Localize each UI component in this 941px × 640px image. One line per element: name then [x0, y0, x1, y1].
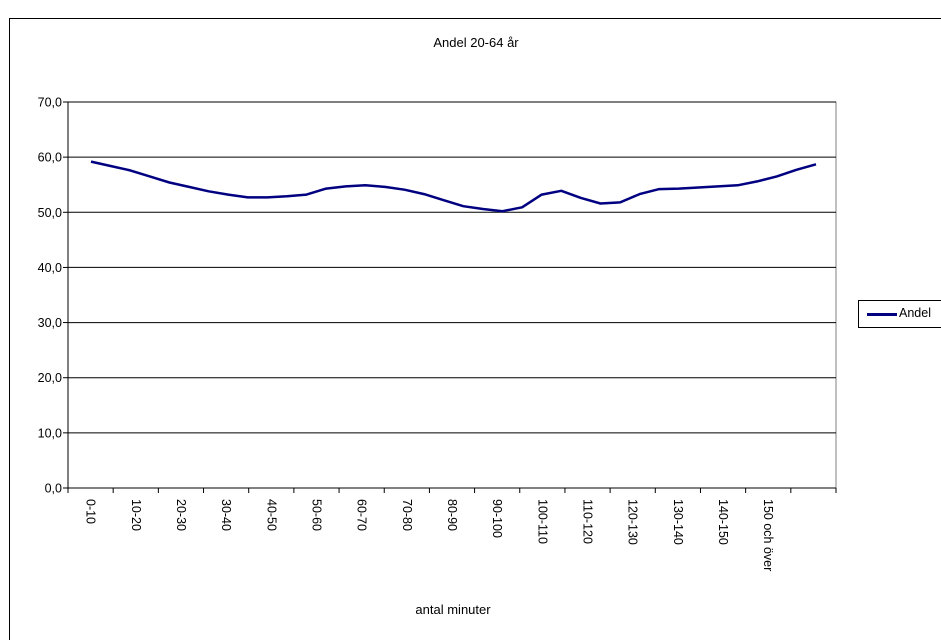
legend-label: Andel — [899, 306, 931, 320]
x-tick-label: 50-60 — [309, 499, 323, 531]
legend-line-marker — [867, 313, 897, 316]
x-tick-label: 10-20 — [129, 499, 143, 531]
y-tick-label: 50,0 — [38, 206, 62, 220]
x-tick-label: 70-80 — [400, 499, 414, 531]
x-tick-label: 120-130 — [626, 499, 640, 545]
gridlines — [68, 101, 836, 434]
y-tick-label: 0,0 — [45, 482, 62, 496]
y-tick-label: 70,0 — [38, 96, 62, 110]
x-tick-label: 40-50 — [264, 499, 278, 531]
x-tick-label: 80-90 — [445, 499, 459, 531]
y-tick-label: 60,0 — [38, 151, 62, 165]
x-axis-label: antal minuter — [415, 602, 491, 617]
plot-area — [67, 101, 837, 489]
x-tick-label: 30-40 — [219, 499, 233, 531]
chart-title: Andel 20-64 år — [433, 35, 519, 50]
y-tick-label: 40,0 — [38, 261, 62, 275]
x-tick-label: 60-70 — [355, 499, 369, 531]
y-tick-label: 10,0 — [38, 426, 62, 440]
x-tick-label: 90-100 — [490, 499, 504, 538]
legend: Andel — [858, 300, 941, 328]
x-tick-label: 110-120 — [581, 499, 595, 544]
x-tick-label: 0-10 — [84, 499, 98, 524]
series-line-andel — [90, 160, 817, 213]
y-tick-label: 30,0 — [38, 316, 62, 330]
x-tick-label: 20-30 — [174, 499, 188, 531]
y-tick-label: 20,0 — [38, 371, 62, 385]
series-layer — [90, 160, 817, 213]
axes: 0,0 10,0 20,0 30,0 40,0 50,0 60,0 70,0 0-10 10-20… — [38, 96, 837, 571]
x-tick-label: 140-150 — [716, 499, 730, 545]
x-tick-label: 130-140 — [671, 499, 685, 545]
x-tick-label: 150 och över — [761, 499, 775, 571]
x-tick-label: 100-110 — [535, 499, 549, 544]
